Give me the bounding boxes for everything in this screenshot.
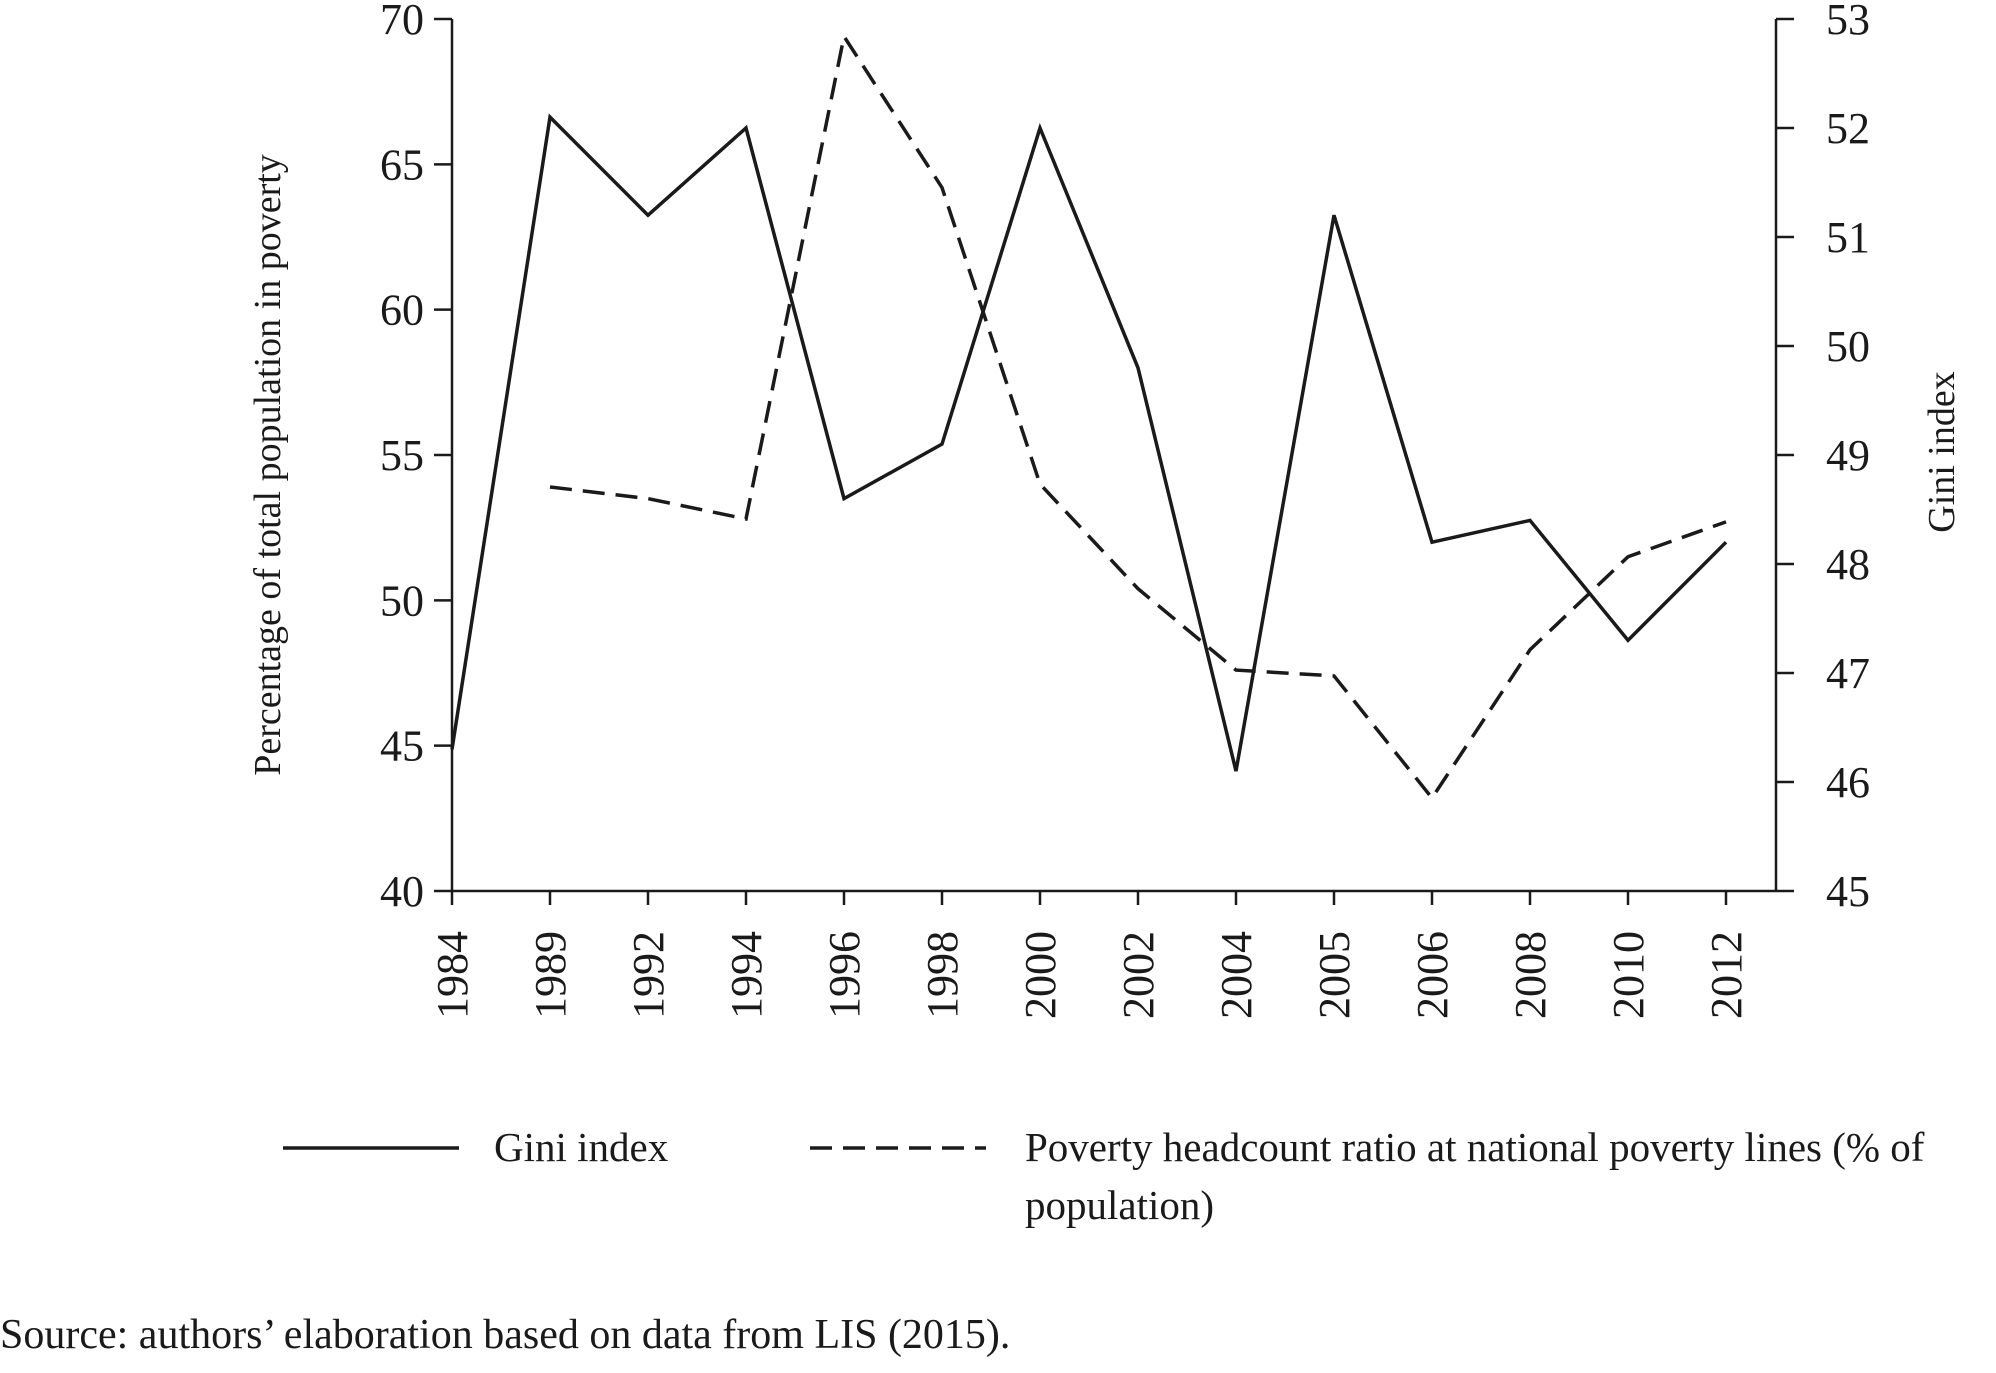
y-tick-label: 50 <box>380 576 424 625</box>
series-line <box>450 113 1728 772</box>
y2-tick-label: 47 <box>1826 649 1870 698</box>
x-tick-label: 1998 <box>918 931 967 1019</box>
x-tick-label: 2012 <box>1702 931 1751 1019</box>
y2-axis-title: Gini index <box>1921 371 1963 532</box>
y-tick-label: 45 <box>380 722 424 771</box>
x-tick-label: 2004 <box>1212 931 1261 1019</box>
x-tick-label: 2002 <box>1114 931 1163 1019</box>
y2-tick-label: 48 <box>1826 540 1870 589</box>
series-line <box>549 31 1727 801</box>
x-tick-label: 2006 <box>1408 931 1457 1019</box>
x-tick-label: 1992 <box>624 931 673 1019</box>
x-tick-label: 2000 <box>1016 931 1065 1019</box>
legend-label: Poverty headcount ratio at national pove… <box>1025 1124 1925 1228</box>
x-tick-label: 1994 <box>722 931 771 1019</box>
x-tick-label: 1989 <box>526 931 575 1019</box>
y-tick-label: 65 <box>380 140 424 189</box>
legend-label: Gini index <box>494 1124 669 1170</box>
y-tick-label: 40 <box>380 867 424 916</box>
y-tick-label: 55 <box>380 431 424 480</box>
y-tick-label: 60 <box>380 286 424 335</box>
y2-tick-label: 53 <box>1826 0 1870 44</box>
y2-tick-label: 46 <box>1826 758 1870 807</box>
y-tick-label: 70 <box>380 0 424 44</box>
x-tick-label: 1984 <box>428 931 477 1019</box>
x-tick-label: 2010 <box>1604 931 1653 1019</box>
x-tick-label: 2005 <box>1310 931 1359 1019</box>
y2-tick-label: 50 <box>1826 322 1870 371</box>
x-tick-label: 2008 <box>1506 931 1555 1019</box>
source-note: Source: authors’ elaboration based on da… <box>0 1312 1011 1358</box>
y-axis-title: Percentage of total population in povert… <box>247 154 289 776</box>
y2-tick-label: 45 <box>1826 867 1870 916</box>
x-tick-label: 1996 <box>820 931 869 1019</box>
y2-tick-label: 51 <box>1826 213 1870 262</box>
y2-tick-label: 49 <box>1826 431 1870 480</box>
y2-tick-label: 52 <box>1826 104 1870 153</box>
